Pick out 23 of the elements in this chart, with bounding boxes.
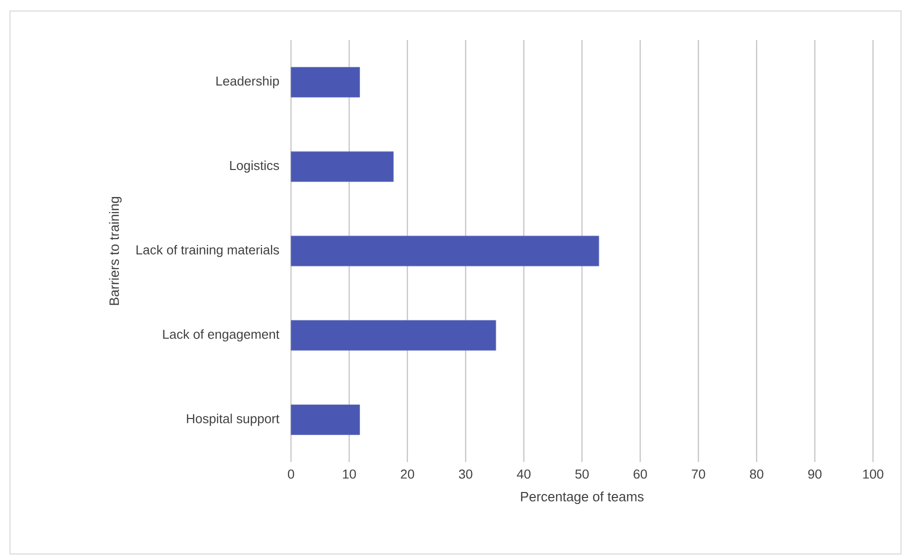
x-tick-label: 50 [575, 470, 589, 479]
bar [290, 404, 360, 436]
y-tick-label: Hospital support [186, 414, 280, 426]
y-tick-label: Lack of training materials [136, 244, 279, 258]
x-tick-label: 30 [458, 470, 472, 479]
x-tick-label: 10 [342, 470, 356, 479]
x-tick-label: 70 [692, 470, 706, 479]
y-axis-title: Barriers to training [109, 196, 122, 305]
y-tick-label: Logistics [230, 160, 280, 173]
bar [290, 320, 496, 351]
x-tick-label: 20 [400, 470, 414, 479]
x-tick-label: 40 [516, 470, 531, 479]
x-tick-label: 100 [863, 470, 884, 479]
y-tick-label: Leadership [216, 76, 279, 88]
x-tick-label: 80 [750, 470, 764, 479]
bar [290, 236, 600, 266]
y-tick-label: Lack of engagement [163, 329, 280, 342]
x-axis-title: Percentage of teams [521, 492, 644, 504]
x-tick-label: 0 [288, 470, 294, 479]
bar [290, 66, 360, 98]
x-tick-label: 60 [634, 470, 647, 479]
x-tick-label: 90 [808, 470, 822, 479]
bar [290, 151, 394, 182]
